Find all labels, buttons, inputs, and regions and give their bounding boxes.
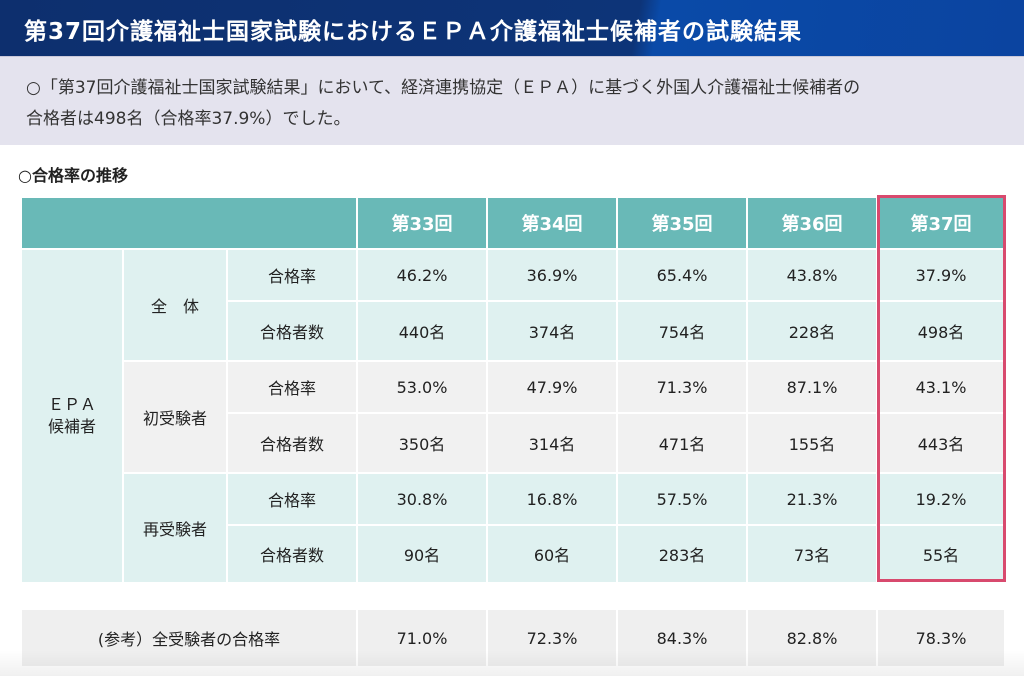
reference-value: 84.3% — [616, 608, 748, 668]
intro-line-1: ○「第37回介護福祉士国家試験結果」において、経済連携協定（ＥＰＡ）に基づく外国… — [26, 78, 861, 98]
table-cell: 46.2% — [356, 248, 488, 302]
table-cell: 57.5% — [616, 472, 748, 526]
group-label: 全 体 — [122, 248, 228, 362]
table-row: 合格者数 90名 60名 283名 73名 55名 — [21, 524, 1006, 584]
header-blank — [20, 196, 358, 250]
page-header: 第37回介護福祉士国家試験におけるＥＰＡ介護福祉士候補者の試験結果 — [0, 0, 1024, 56]
table-cell: 21.3% — [746, 472, 878, 526]
reference-value: 71.0% — [356, 608, 488, 668]
reference-row: (参考）全受験者の合格率 71.0% 72.3% 84.3% 82.8% 78.… — [20, 608, 1006, 668]
table-cell: 43.8% — [746, 248, 878, 302]
reference-value: 72.3% — [486, 608, 618, 668]
table-cell: 53.0% — [356, 360, 488, 414]
metric-label: 合格者数 — [226, 300, 358, 362]
page-title: 第37回介護福祉士国家試験におけるＥＰＡ介護福祉士候補者の試験結果 — [24, 19, 803, 45]
table-row: 再受験者 合格率 30.8% 16.8% 57.5% 21.3% 19.2% — [21, 472, 1006, 584]
table-cell: 440名 — [356, 300, 488, 362]
intro-line-2: 合格者は498名（合格率37.9%）でした。 — [26, 109, 351, 129]
section-title: ○合格率の推移 — [18, 166, 128, 185]
table-row: ＥＰＡ 候補者全 体合格率 46.2% 36.9% 65.4% 43.8% 37.9% — [20, 248, 1006, 584]
column-header: 第34回 — [486, 196, 618, 250]
header-row: 第33回 第34回 第35回 第36回 第37回 — [20, 196, 1006, 250]
table-cell: 43.1% — [876, 360, 1006, 414]
table-cell: 90名 — [356, 524, 488, 584]
table-cell: 443名 — [876, 412, 1006, 474]
table-row: 合格者数 440名 374名 754名 228名 498名 — [21, 300, 1006, 362]
table-cell: 37.9% — [876, 248, 1006, 302]
metric-label: 合格者数 — [226, 412, 358, 474]
row-header-epa: ＥＰＡ 候補者 — [20, 248, 124, 584]
table-cell: 19.2% — [876, 472, 1006, 526]
table-cell: 55名 — [876, 524, 1006, 584]
table-cell: 60名 — [486, 524, 618, 584]
table-cell: 374名 — [486, 300, 618, 362]
table-row: 初受験者 合格率 53.0% 47.9% 71.3% 87.1% 43.1% — [21, 360, 1006, 474]
table-cell: 30.8% — [356, 472, 488, 526]
metric-label: 合格率 — [226, 472, 358, 526]
column-header: 第35回 — [616, 196, 748, 250]
table-cell: 283名 — [616, 524, 748, 584]
reference-value: 78.3% — [876, 608, 1006, 668]
table-cell: 87.1% — [746, 360, 878, 414]
table-cell: 314名 — [486, 412, 618, 474]
column-header: 第36回 — [746, 196, 878, 250]
table-cell: 228名 — [746, 300, 878, 362]
reference-table: (参考）全受験者の合格率 71.0% 72.3% 84.3% 82.8% 78.… — [20, 608, 1006, 668]
table-cell: 36.9% — [486, 248, 618, 302]
column-header: 第33回 — [356, 196, 488, 250]
table-cell: 16.8% — [486, 472, 618, 526]
metric-label: 合格者数 — [226, 524, 358, 584]
table-cell: 498名 — [876, 300, 1006, 362]
table-cell: 47.9% — [486, 360, 618, 414]
pass-rate-table: 第33回 第34回 第35回 第36回 第37回 ＥＰＡ 候補者全 体合格率 46.2% 36… — [20, 196, 1006, 584]
group-label: 初受験者 — [122, 360, 228, 474]
table-cell: 71.3% — [616, 360, 748, 414]
table-cell: 471名 — [616, 412, 748, 474]
table-cell: 754名 — [616, 300, 748, 362]
reference-label: (参考）全受験者の合格率 — [20, 608, 358, 668]
reference-value: 82.8% — [746, 608, 878, 668]
bottom-shadow — [0, 650, 1024, 676]
table-cell: 73名 — [746, 524, 878, 584]
metric-label: 合格率 — [226, 248, 358, 302]
intro-box: ○「第37回介護福祉士国家試験結果」において、経済連携協定（ＥＰＡ）に基づく外国… — [0, 56, 1024, 145]
group-label: 再受験者 — [122, 472, 228, 584]
table-cell: 65.4% — [616, 248, 748, 302]
column-header: 第37回 — [876, 196, 1006, 250]
metric-label: 合格率 — [226, 360, 358, 414]
table-cell: 155名 — [746, 412, 878, 474]
table-cell: 350名 — [356, 412, 488, 474]
